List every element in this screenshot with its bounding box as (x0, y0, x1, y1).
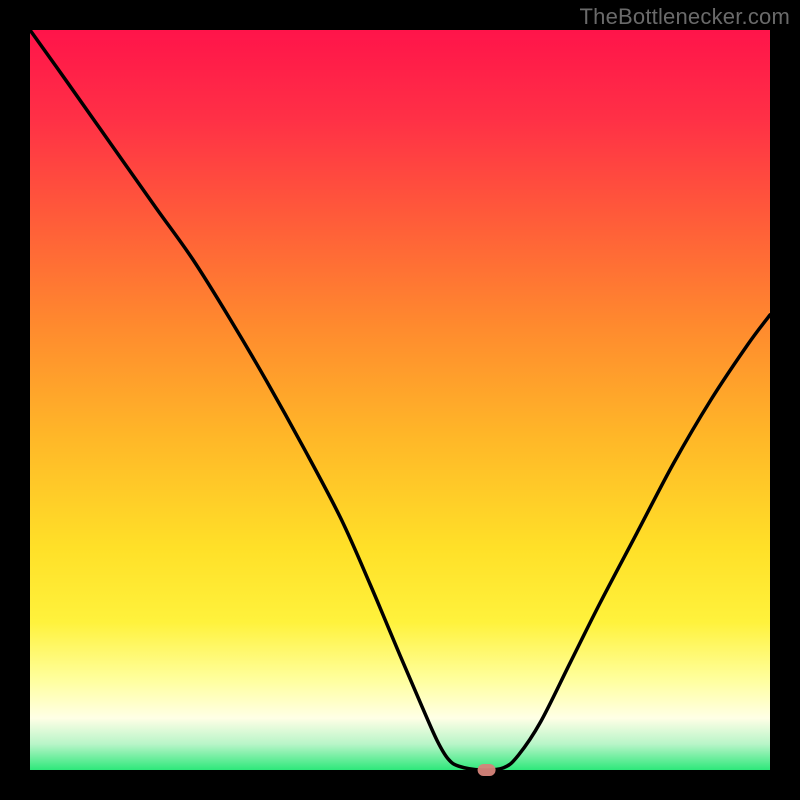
chart-svg (0, 0, 800, 800)
optimal-marker (478, 764, 496, 776)
watermark-text: TheBottlenecker.com (580, 4, 790, 30)
